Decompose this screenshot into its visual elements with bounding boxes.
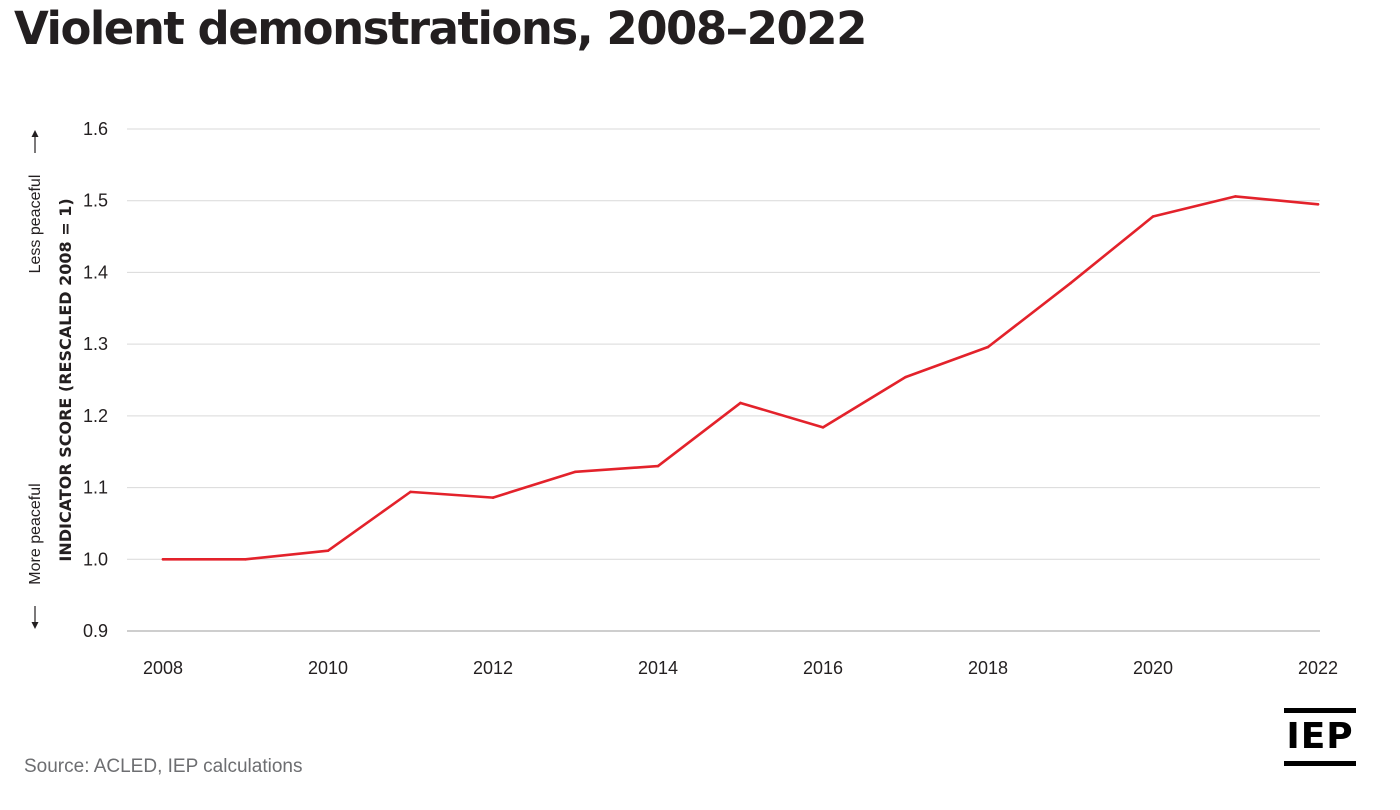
x-tick-label: 2018 <box>968 658 1008 678</box>
data-point <box>739 401 742 405</box>
y-tick-label: 1.3 <box>83 334 108 354</box>
data-point <box>656 464 660 468</box>
data-point <box>326 549 330 552</box>
series-line <box>161 195 1320 561</box>
y-tick-label: 1.6 <box>83 119 108 139</box>
up-arrow-icon <box>31 130 39 153</box>
y-axis-ticks: 0.9 1.0 1.1 1.2 1.3 1.4 1.5 1.6 <box>83 119 108 641</box>
x-tick-label: 2012 <box>473 658 513 678</box>
y-tick-label: 0.9 <box>83 621 108 641</box>
x-tick-label: 2020 <box>1133 658 1173 678</box>
data-point <box>1151 215 1155 218</box>
less-peaceful-label: Less peaceful <box>27 175 44 274</box>
x-tick-label: 2016 <box>803 658 843 678</box>
x-tick-label: 2010 <box>308 658 348 678</box>
more-peaceful-label: More peaceful <box>27 483 44 584</box>
x-tick-label: 2014 <box>638 658 678 678</box>
y-tick-label: 1.2 <box>83 406 108 426</box>
series-layer <box>161 195 1320 561</box>
logo-text: IEP <box>1286 716 1354 757</box>
y-axis-labels: INDICATOR SCORE (RESCALED 2008 = 1) Less… <box>27 130 75 629</box>
source-note: Source: ACLED, IEP calculations <box>24 756 303 777</box>
data-point <box>1234 195 1237 198</box>
down-arrow-icon <box>31 606 39 629</box>
data-point <box>161 557 165 561</box>
x-axis-ticks: 2008 2010 2012 2014 2016 2018 2020 2022 <box>143 658 1338 678</box>
gridlines <box>127 128 1320 632</box>
data-point <box>574 470 577 474</box>
x-tick-label: 2022 <box>1298 658 1338 678</box>
y-tick-label: 1.4 <box>83 262 108 282</box>
y-axis-title: INDICATOR SCORE (RESCALED 2008 = 1) <box>56 198 75 561</box>
data-point <box>1069 281 1072 285</box>
y-tick-label: 1.1 <box>83 478 108 498</box>
data-point <box>821 426 825 429</box>
data-point <box>491 496 495 499</box>
x-tick-label: 2008 <box>143 658 183 678</box>
data-point <box>244 557 247 561</box>
data-point <box>1316 203 1320 206</box>
y-tick-label: 1.5 <box>83 191 108 211</box>
data-point <box>409 490 412 494</box>
data-point <box>986 345 990 349</box>
chart-title: Violent demonstrations, 2008–2022 <box>14 2 867 55</box>
data-point <box>904 375 907 379</box>
iep-logo: IEP <box>1284 708 1356 766</box>
y-tick-label: 1.0 <box>83 549 108 569</box>
